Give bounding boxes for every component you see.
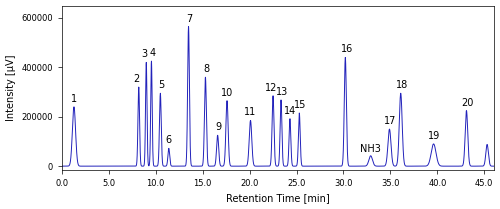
Text: 12: 12: [265, 83, 278, 93]
Text: 17: 17: [384, 116, 396, 126]
Text: NH3: NH3: [360, 144, 381, 154]
Text: 3: 3: [142, 49, 148, 59]
Text: 9: 9: [216, 122, 222, 132]
Text: 11: 11: [244, 107, 256, 117]
Text: 5: 5: [158, 80, 165, 90]
Text: 19: 19: [428, 131, 440, 141]
X-axis label: Retention Time [min]: Retention Time [min]: [226, 194, 330, 203]
Text: 4: 4: [150, 48, 156, 58]
Text: 2: 2: [133, 74, 139, 84]
Text: 20: 20: [461, 98, 473, 108]
Text: 14: 14: [284, 106, 296, 116]
Text: 7: 7: [186, 14, 192, 24]
Text: 18: 18: [396, 80, 408, 90]
Text: 16: 16: [340, 45, 353, 55]
Text: 15: 15: [294, 100, 306, 110]
Y-axis label: Intensity [μV]: Intensity [μV]: [6, 55, 16, 121]
Text: 13: 13: [276, 87, 288, 97]
Text: 6: 6: [166, 135, 172, 145]
Text: 1: 1: [71, 94, 77, 104]
Text: 10: 10: [222, 88, 234, 98]
Text: 8: 8: [204, 64, 210, 74]
